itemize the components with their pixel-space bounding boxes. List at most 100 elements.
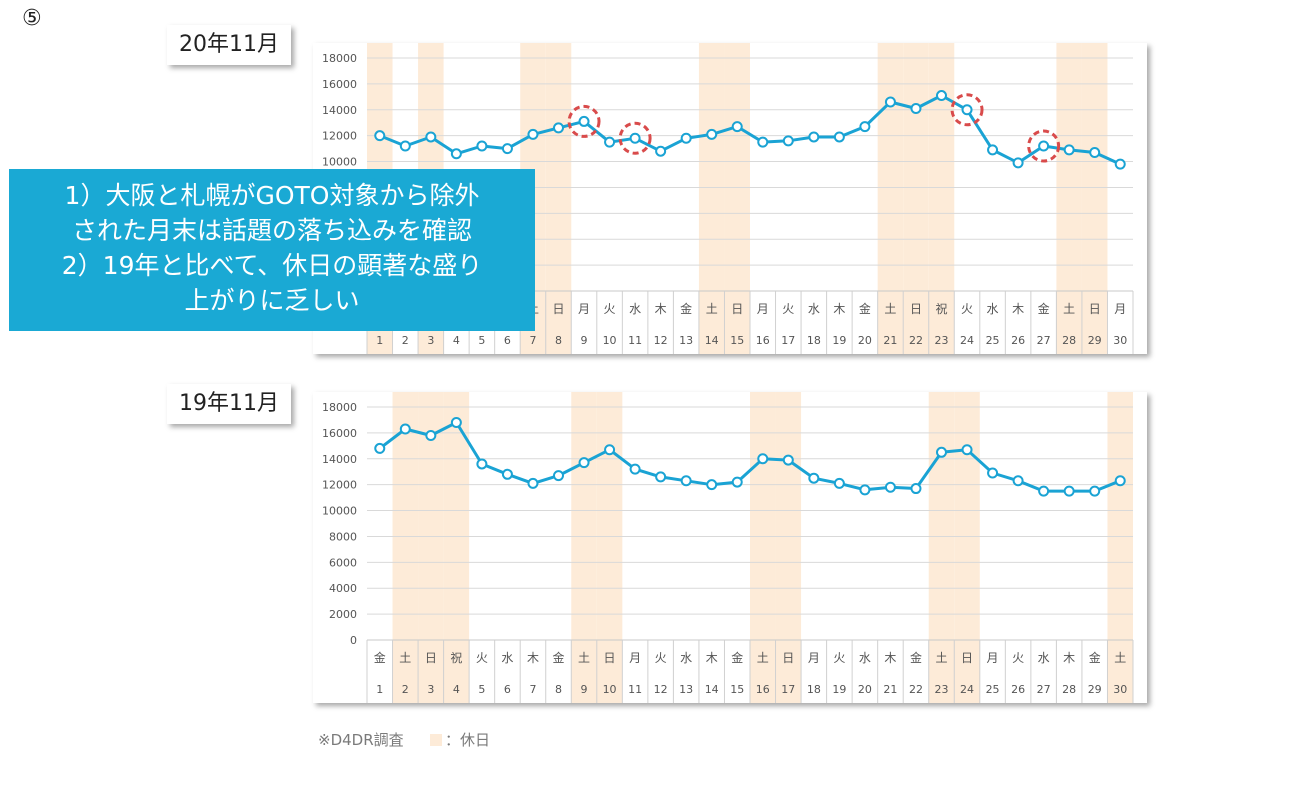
x-tick-label: 8 <box>555 683 562 696</box>
data-point <box>578 115 590 127</box>
x-tick-label: 29 <box>1088 334 1102 347</box>
x-tick-label: 9 <box>581 334 588 347</box>
data-point <box>808 131 820 143</box>
data-point <box>731 476 743 488</box>
y-tick-label: 18000 <box>322 52 357 65</box>
weekday-label: 水 <box>501 651 513 665</box>
x-tick-label: 19 <box>832 683 846 696</box>
x-tick-label: 30 <box>1113 683 1127 696</box>
y-tick-label: 16000 <box>322 78 357 91</box>
x-tick-label: 30 <box>1113 334 1127 347</box>
data-point <box>706 128 718 140</box>
weekday-label: 土 <box>757 651 769 665</box>
data-point <box>553 122 564 134</box>
data-point <box>450 148 462 160</box>
weekday-label: 祝 <box>935 302 947 316</box>
weekday-label: 木 <box>1063 651 1075 665</box>
data-point <box>680 132 692 144</box>
x-tick-label: 6 <box>504 683 511 696</box>
x-tick-label: 2 <box>402 334 409 347</box>
x-tick-label: 3 <box>427 683 434 696</box>
holiday-band <box>1081 43 1108 354</box>
x-tick-label: 17 <box>781 683 795 696</box>
y-tick-label: 18000 <box>322 401 357 414</box>
slide-number: ⑤ <box>22 6 42 31</box>
y-tick-label: 10000 <box>322 156 357 169</box>
data-point <box>910 483 922 495</box>
x-tick-label: 24 <box>960 683 974 696</box>
weekday-label: 土 <box>935 651 947 665</box>
data-point <box>655 145 667 157</box>
weekday-label: 日 <box>1089 302 1101 316</box>
weekday-label: 日 <box>425 651 437 665</box>
holiday-band <box>1107 392 1133 703</box>
data-point <box>808 472 820 484</box>
x-tick-label: 27 <box>1037 334 1051 347</box>
x-tick-label: 5 <box>478 334 485 347</box>
x-tick-label: 13 <box>679 334 693 347</box>
data-point <box>1012 475 1024 487</box>
weekday-label: 木 <box>1012 302 1024 316</box>
weekday-label: 火 <box>782 302 794 316</box>
holiday-band <box>954 392 980 703</box>
data-point <box>476 458 488 470</box>
data-point <box>731 121 743 133</box>
holiday-band <box>775 392 802 703</box>
x-tick-label: 9 <box>581 683 588 696</box>
y-tick-label: 12000 <box>322 479 357 492</box>
weekday-label: 水 <box>1038 651 1050 665</box>
data-point <box>1114 475 1126 487</box>
data-point <box>501 143 513 155</box>
holiday-band <box>877 43 904 354</box>
holiday-band <box>443 392 470 703</box>
x-tick-label: 13 <box>679 683 693 696</box>
y-tick-label: 0 <box>350 634 357 647</box>
highlight-circle <box>950 93 984 127</box>
x-tick-label: 4 <box>453 334 460 347</box>
holiday-band <box>698 43 725 354</box>
holiday-band <box>724 43 750 354</box>
data-point <box>629 132 641 144</box>
weekday-label: 火 <box>833 651 845 665</box>
weekday-label: 土 <box>706 302 718 316</box>
data-point <box>910 102 922 114</box>
x-tick-label: 24 <box>960 334 974 347</box>
weekday-label: 土 <box>399 651 411 665</box>
weekday-label: 月 <box>757 302 769 316</box>
chart-2019-svg: 0 2000 4000 6000 8000 10000 12000 14000 16000 180… <box>322 392 1134 703</box>
weekday-label: 水 <box>987 302 999 316</box>
x-tick-label: 14 <box>705 334 719 347</box>
data-point <box>680 475 692 487</box>
callout-line-3: 2）19年と比べて、休日の顕著な盛り <box>61 251 483 280</box>
x-tick-label: 1 <box>376 334 383 347</box>
y-tick-label: 14000 <box>322 104 357 117</box>
weekday-label: 金 <box>552 650 564 665</box>
data-point <box>578 457 590 469</box>
weekday-label: 木 <box>655 302 667 316</box>
data-point <box>961 444 973 456</box>
x-tick-label: 15 <box>730 334 744 347</box>
x-tick-label: 26 <box>1011 683 1025 696</box>
highlight-circle <box>618 121 652 155</box>
weekday-label: 月 <box>578 302 590 316</box>
x-tick-label: 11 <box>628 334 642 347</box>
weekday-label: 火 <box>961 302 973 316</box>
weekday-label: 木 <box>833 302 845 316</box>
callout-line-1: 1）大阪と札幌がGOTO対象から除外 <box>64 181 480 210</box>
weekday-label: 土 <box>884 302 896 316</box>
weekday-label: 金 <box>374 650 386 665</box>
data-point <box>987 467 999 479</box>
weekday-label: 水 <box>859 651 871 665</box>
data-point <box>757 136 769 148</box>
x-tick-label: 7 <box>529 683 536 696</box>
weekday-label: 月 <box>808 651 820 665</box>
data-point <box>884 96 896 108</box>
holiday-band <box>1056 43 1082 354</box>
holiday-band <box>392 392 419 703</box>
weekday-label: 金 <box>910 650 922 665</box>
weekday-label: 金 <box>680 301 692 316</box>
data-point <box>655 471 667 483</box>
y-tick-label: 14000 <box>322 453 357 466</box>
weekday-label: 土 <box>1063 302 1075 316</box>
source-footnote: ※D4DR調査 <box>318 731 404 749</box>
